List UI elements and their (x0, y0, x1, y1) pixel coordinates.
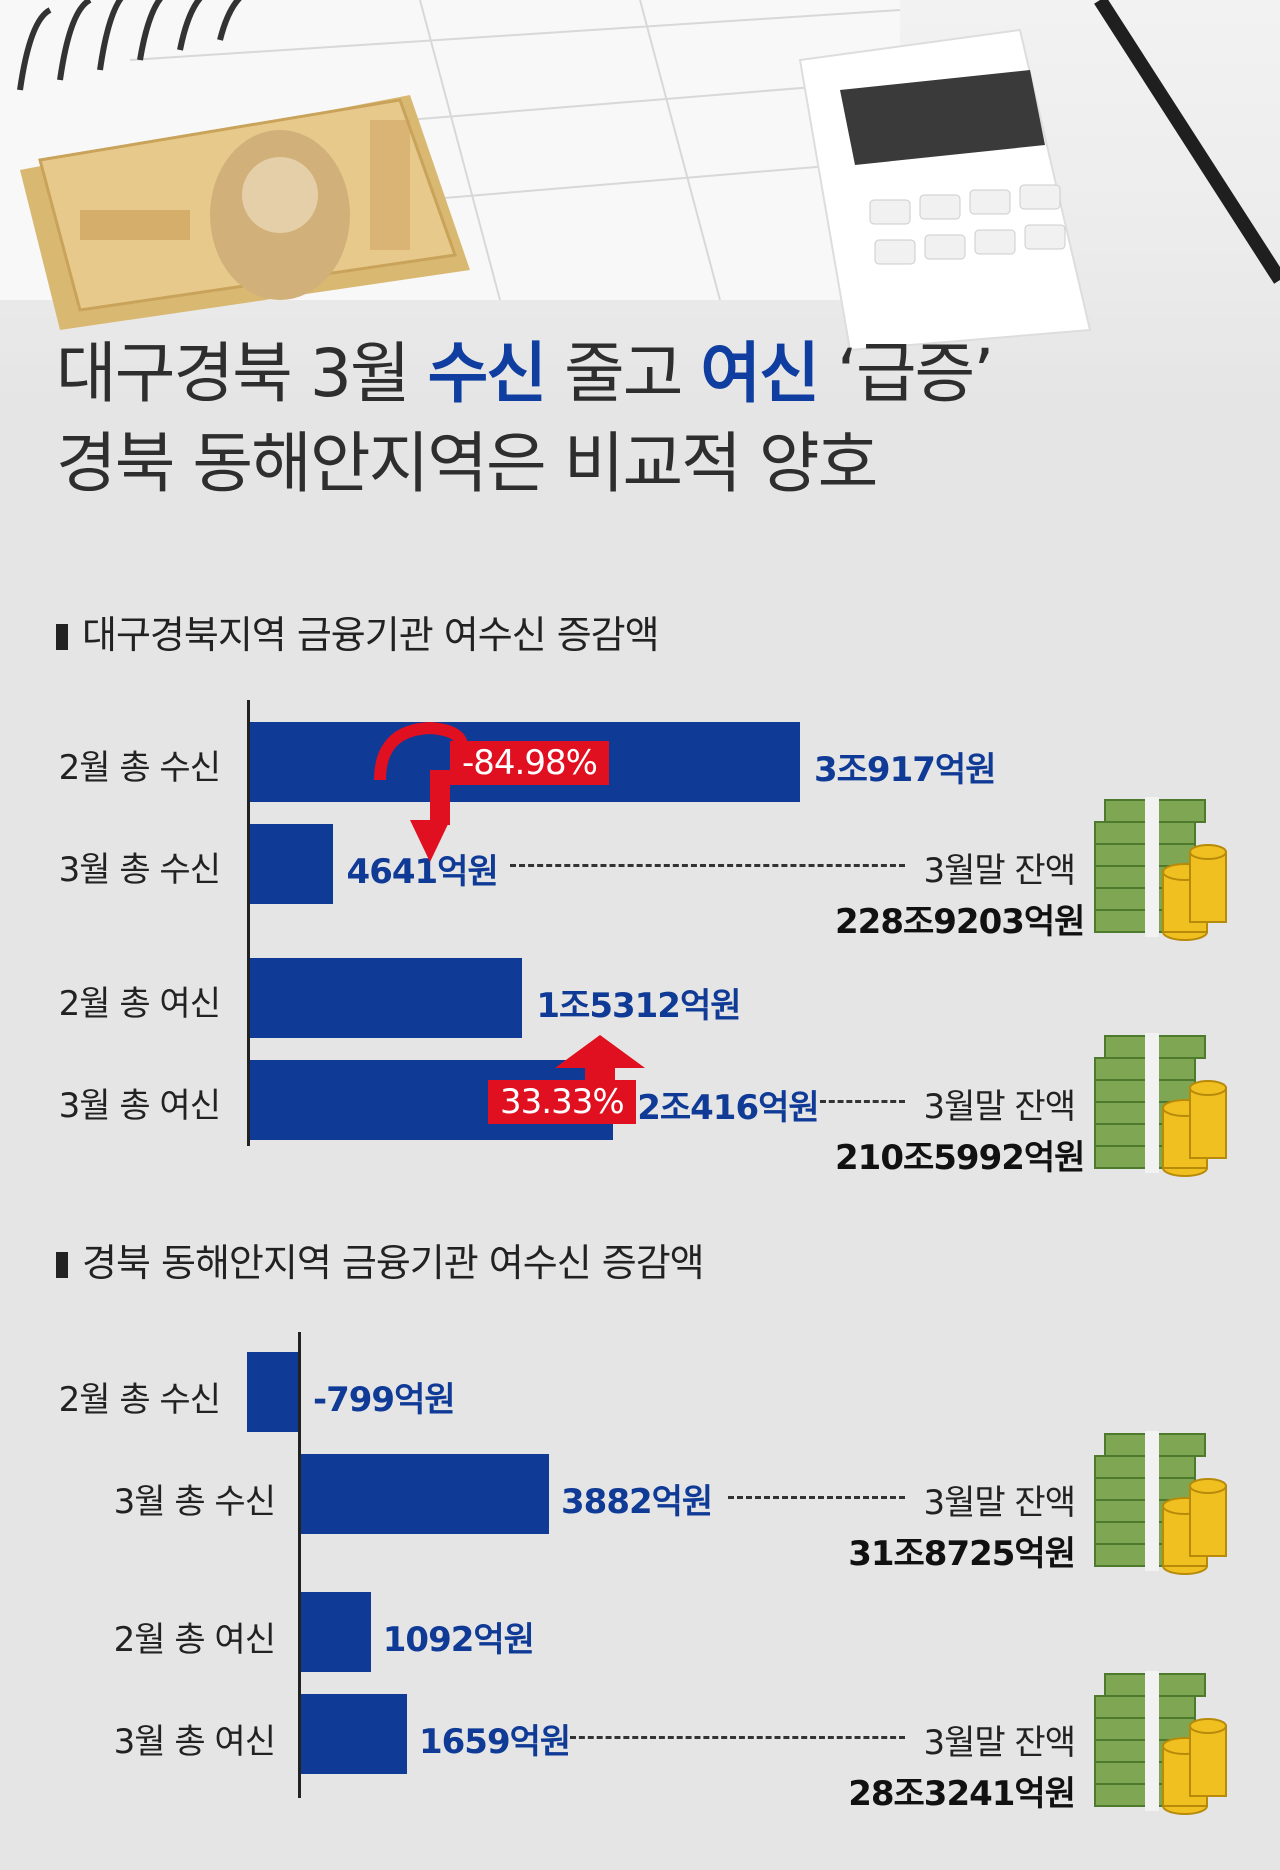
section1-bar (250, 958, 523, 1038)
coin-stack-icon (1162, 1080, 1227, 1177)
headline-line-2: 경북 동해안지역은 비교적 양호 (56, 425, 878, 502)
header-photo (0, 0, 1280, 400)
headline-line-1: 대구경북 3월 수신 줄고 여신 ‘급증’ (56, 335, 994, 412)
coin-stack-icon (1162, 844, 1227, 941)
bullet-square-icon (56, 1252, 68, 1278)
coin-stack-icon (1162, 1478, 1227, 1575)
balance-label: 3월말 잔액 (923, 1483, 1076, 1523)
section2-value-label: 3882억원 (561, 1482, 713, 1522)
section1-title: 대구경북지역 금융기관 여수신 증감액 (56, 604, 660, 659)
section1-value-label: 3조917억원 (814, 750, 996, 790)
change-down-badge: -84.98% (450, 741, 609, 785)
section2-row-label: 3월 총 여신 (113, 1722, 276, 1762)
headline-highlight-loan: 여신 (700, 335, 819, 412)
leader-line (820, 1100, 905, 1103)
leader-line (510, 864, 905, 867)
money-stack-icon (1094, 797, 1227, 941)
bullet-square-icon (56, 624, 68, 650)
section1-bar (250, 824, 333, 904)
section2-value-label: -799억원 (313, 1380, 456, 1420)
balance-label: 3월말 잔액 (923, 1087, 1076, 1127)
section2-value-label: 1659억원 (418, 1722, 571, 1762)
section2-bar (301, 1694, 407, 1774)
balance-label: 3월말 잔액 (923, 851, 1076, 891)
balance-value: 210조5992억원 (835, 1138, 1085, 1178)
section2-bar (301, 1592, 371, 1672)
section2-value-label: 1092억원 (382, 1620, 535, 1660)
section2-bar (301, 1454, 549, 1534)
section1-value-label: 1조5312억원 (536, 986, 741, 1026)
header-illustration (0, 0, 1280, 352)
leader-line (728, 1496, 905, 1499)
change-up-badge: 33.33% (488, 1080, 636, 1124)
calculator-icon (798, 28, 1092, 352)
section2-axis (298, 1332, 301, 1798)
balance-value: 228조9203억원 (835, 902, 1085, 942)
leader-line (570, 1736, 905, 1739)
section2-row-label: 3월 총 수신 (113, 1482, 276, 1522)
section1-row-label: 3월 총 여신 (58, 1086, 221, 1126)
section2-bar (246, 1352, 298, 1432)
balance-value: 28조3241억원 (848, 1774, 1076, 1814)
section1-value-label: 2조416억원 (637, 1088, 819, 1128)
banknote-icon (20, 95, 470, 330)
coin-stack-icon (1162, 1718, 1227, 1815)
section1-row-label: 3월 총 수신 (58, 850, 221, 890)
section1-value-label: 4641억원 (346, 852, 499, 892)
money-stack-icon (1094, 1671, 1227, 1815)
section1-row-label: 2월 총 수신 (58, 748, 221, 788)
section2-title: 경북 동해안지역 금융기관 여수신 증감액 (56, 1232, 705, 1287)
balance-value: 31조8725억원 (848, 1534, 1076, 1574)
balance-label: 3월말 잔액 (923, 1723, 1076, 1763)
section2-row-label: 2월 총 수신 (58, 1380, 221, 1420)
section1-axis (247, 700, 250, 1146)
money-stack-icon (1094, 1033, 1227, 1177)
headline-highlight-deposit: 수신 (427, 335, 547, 412)
pen-icon (1094, 0, 1280, 284)
section1-row-label: 2월 총 여신 (58, 984, 221, 1024)
spiral-rings-icon (17, 0, 242, 91)
section2-row-label: 2월 총 여신 (113, 1620, 276, 1660)
money-stack-icon (1094, 1431, 1227, 1575)
